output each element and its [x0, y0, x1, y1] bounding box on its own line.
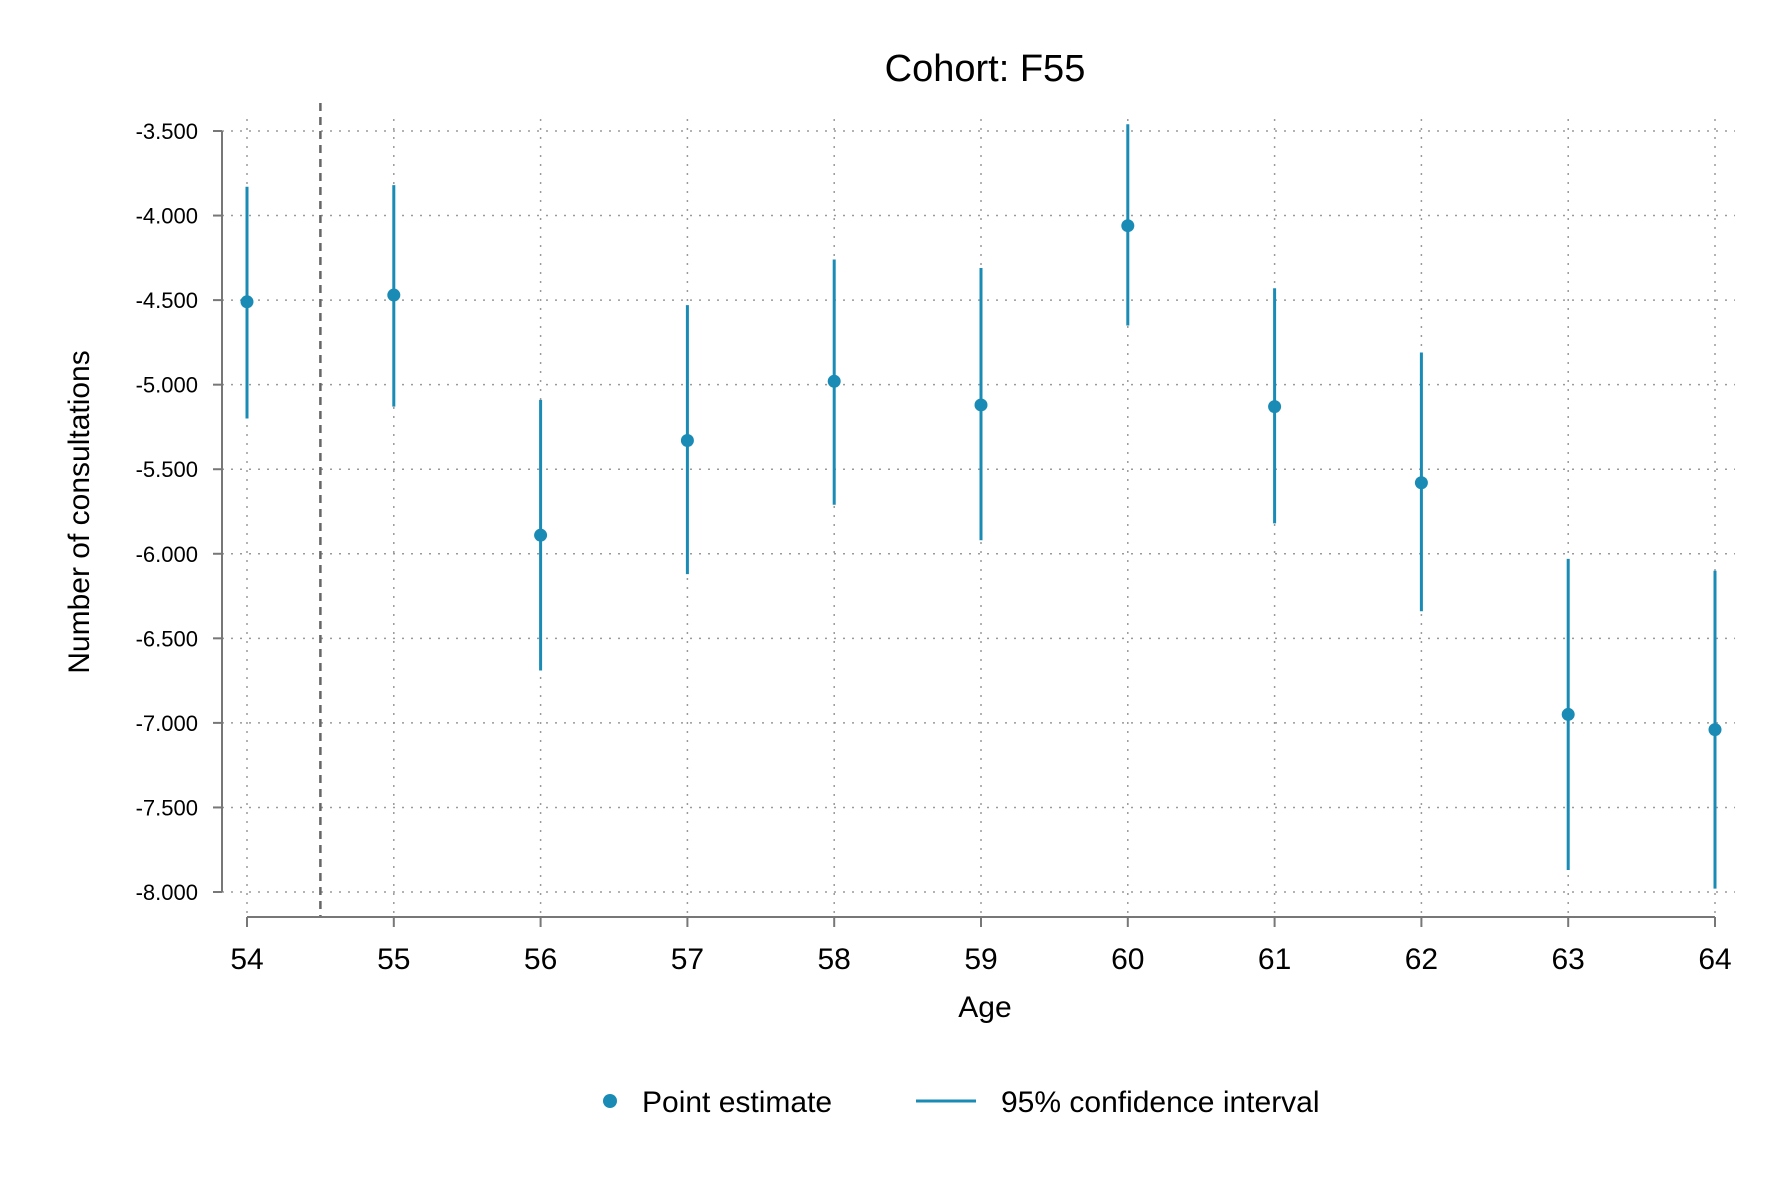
- y-tick-label: -8.000: [136, 880, 198, 905]
- y-tick-label: -7.000: [136, 711, 198, 736]
- x-tick-label: 59: [964, 943, 997, 976]
- axes: [213, 130, 1716, 927]
- y-tick-label: -6.500: [136, 626, 198, 651]
- x-tick-label: 54: [230, 943, 263, 976]
- point-marker: [387, 288, 401, 302]
- point-marker: [680, 433, 694, 447]
- x-tick-label: 55: [377, 943, 410, 976]
- point-marker: [1414, 476, 1428, 490]
- x-tick-label: 56: [524, 943, 557, 976]
- chart-title: Cohort: F55: [885, 48, 1086, 90]
- x-tick-label: 57: [671, 943, 704, 976]
- x-tick-label: 62: [1405, 943, 1438, 976]
- y-axis-label: Number of consultations: [63, 350, 96, 674]
- y-tick-labels: -3.500 -4.000 -4.500 -5.000 -5.500 -6.000 -6.5…: [136, 119, 198, 905]
- grid: [222, 119, 1735, 917]
- x-axis-label: Age: [958, 991, 1011, 1024]
- point-marker: [534, 528, 548, 542]
- y-tick-label: -6.000: [136, 542, 198, 567]
- y-tick-label: -4.000: [136, 204, 198, 229]
- legend-point-marker: [603, 1094, 617, 1108]
- legend-point-label: Point estimate: [642, 1086, 832, 1119]
- x-tick-label: 60: [1111, 943, 1144, 976]
- point-marker: [1121, 219, 1135, 233]
- y-tick-label: -7.500: [136, 795, 198, 820]
- x-tick-label: 61: [1258, 943, 1291, 976]
- point-estimates: [240, 219, 1722, 737]
- y-tick-label: -4.500: [136, 288, 198, 313]
- point-marker: [240, 295, 254, 309]
- x-tick-label: 58: [818, 943, 851, 976]
- point-marker: [1561, 707, 1575, 721]
- point-marker: [1268, 400, 1282, 414]
- legend: Point estimate 95% confidence interval: [603, 1086, 1320, 1119]
- x-tick-label: 63: [1552, 943, 1585, 976]
- x-tick-label: 64: [1698, 943, 1731, 976]
- y-tick-label: -5.000: [136, 373, 198, 398]
- y-tick-label: -5.500: [136, 457, 198, 482]
- legend-ci-label: 95% confidence interval: [1001, 1086, 1320, 1119]
- confidence-intervals: [245, 124, 1717, 889]
- point-marker: [827, 374, 841, 388]
- y-tick-label: -3.500: [136, 119, 198, 144]
- x-tick-labels: 54 55 56 57 58 59 60 61 62 63 64: [230, 943, 1731, 976]
- point-marker: [974, 398, 988, 412]
- point-marker: [1708, 723, 1722, 737]
